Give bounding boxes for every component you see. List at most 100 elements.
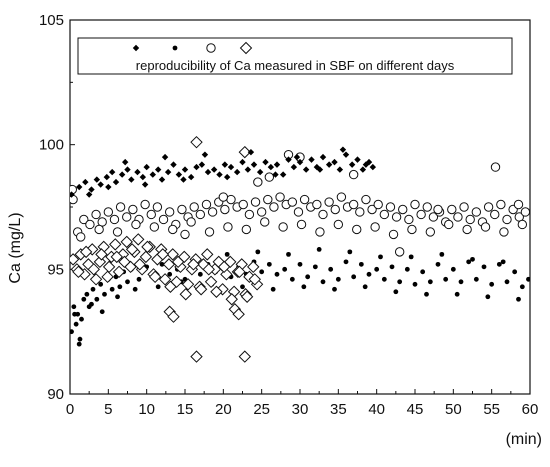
data-point-open-circle — [517, 219, 528, 230]
data-point-open-circle — [499, 227, 509, 237]
data-point-filled-diamond — [204, 168, 212, 176]
data-point-open-circle — [195, 209, 206, 220]
data-point-filled-circle — [374, 266, 380, 272]
data-point-filled-circle — [301, 284, 307, 290]
data-point-filled-circle — [420, 269, 426, 275]
data-point-filled-diamond — [308, 156, 315, 163]
data-point-open-diamond — [194, 283, 208, 296]
legend-marker-filled-diamond — [132, 44, 140, 52]
data-point-open-diamond — [238, 145, 252, 159]
data-point-filled-circle — [84, 291, 90, 297]
legend-text: reproducibility of Ca measured in SBF on… — [136, 58, 455, 73]
data-point-filled-diamond — [124, 166, 131, 173]
data-point-filled-diamond — [93, 176, 101, 183]
data-point-filled-circle — [458, 279, 464, 285]
data-point-filled-circle — [351, 274, 357, 280]
data-point-open-diamond — [133, 258, 146, 271]
data-point-open-circle — [388, 229, 399, 240]
data-point-open-diamond — [141, 240, 154, 254]
data-point-filled-circle — [347, 249, 353, 255]
data-point-open-circle — [226, 194, 236, 205]
data-point-open-circle — [177, 204, 187, 215]
data-point-filled-diamond — [85, 191, 93, 198]
data-point-filled-circle — [362, 284, 368, 290]
data-point-filled-diamond — [143, 163, 150, 171]
data-point-filled-circle — [79, 316, 84, 322]
data-point-open-circle — [520, 207, 530, 217]
data-point-open-diamond — [112, 265, 126, 279]
x-tick-label: 45 — [407, 401, 424, 418]
data-point-open-circle — [253, 177, 263, 187]
data-point-filled-diamond — [285, 156, 292, 163]
data-point-filled-circle — [408, 254, 414, 260]
data-point-filled-diamond — [247, 148, 255, 156]
data-point-filled-diamond — [302, 166, 310, 173]
data-point-open-circle — [496, 199, 506, 210]
data-point-filled-circle — [470, 256, 475, 262]
data-point-filled-circle — [335, 276, 341, 282]
data-point-open-circle — [76, 232, 86, 242]
x-axis-title: (min) — [506, 431, 542, 448]
data-point-open-circle — [201, 199, 212, 210]
data-point-filled-circle — [71, 304, 77, 310]
y-tick-label: 105 — [39, 12, 64, 29]
data-point-filled-diamond — [272, 171, 279, 178]
data-point-filled-circle — [81, 296, 87, 302]
data-point-open-circle — [218, 192, 229, 202]
data-point-open-circle — [146, 209, 156, 220]
y-tick-label: 95 — [47, 261, 64, 278]
data-point-filled-circle — [159, 261, 165, 267]
data-point-filled-circle — [500, 259, 506, 265]
data-point-filled-diamond — [187, 173, 195, 181]
data-point-open-circle — [490, 209, 500, 220]
data-point-filled-diamond — [164, 168, 172, 176]
data-point-filled-diamond — [181, 166, 189, 173]
data-point-filled-circle — [526, 276, 530, 282]
data-point-open-diamond — [179, 288, 192, 301]
data-point-filled-circle — [117, 284, 123, 290]
data-point-open-diamond — [120, 235, 133, 249]
data-point-filled-circle — [381, 276, 387, 282]
data-point-open-circle — [348, 169, 359, 180]
y-tick-label: 90 — [47, 386, 64, 403]
data-point-open-diamond — [167, 310, 180, 323]
data-point-filled-diamond — [316, 166, 324, 173]
data-point-filled-diamond — [154, 166, 162, 173]
data-point-filled-circle — [305, 274, 311, 280]
data-point-filled-diamond — [227, 163, 235, 171]
data-point-open-diamond — [190, 135, 203, 149]
data-point-open-diamond — [156, 248, 169, 261]
data-point-filled-circle — [99, 309, 105, 315]
data-point-open-circle — [312, 199, 322, 210]
data-point-open-diamond — [72, 265, 85, 279]
data-point-open-circle — [204, 227, 215, 237]
data-point-open-circle — [336, 192, 347, 202]
data-point-filled-circle — [328, 266, 334, 272]
data-point-open-circle — [220, 204, 230, 215]
data-point-filled-diamond — [336, 166, 344, 173]
data-point-filled-diamond — [88, 186, 95, 193]
data-point-filled-circle — [378, 254, 383, 260]
data-point-open-circle — [394, 247, 405, 257]
data-point-open-circle — [238, 199, 248, 210]
data-point-filled-diamond — [256, 168, 264, 176]
data-point-open-circle — [447, 204, 457, 215]
x-tick-label: 55 — [483, 401, 500, 418]
x-tick-label: 30 — [292, 401, 309, 418]
data-point-filled-circle — [435, 261, 441, 267]
data-point-open-diamond — [202, 263, 215, 276]
data-point-filled-diamond — [139, 173, 147, 181]
data-point-filled-diamond — [296, 158, 304, 166]
data-point-open-circle — [189, 202, 199, 212]
data-point-open-diamond — [148, 270, 162, 284]
data-point-filled-circle — [70, 329, 74, 335]
data-point-filled-diamond — [221, 161, 229, 168]
data-point-open-diamond — [139, 250, 153, 264]
data-point-open-circle — [152, 202, 163, 212]
legend-box — [77, 37, 513, 75]
data-point-filled-circle — [102, 291, 107, 297]
data-point-filled-diamond — [70, 191, 75, 198]
data-point-open-diamond — [102, 260, 116, 274]
data-point-open-circle — [223, 222, 233, 232]
data-point-open-circle — [462, 224, 472, 235]
